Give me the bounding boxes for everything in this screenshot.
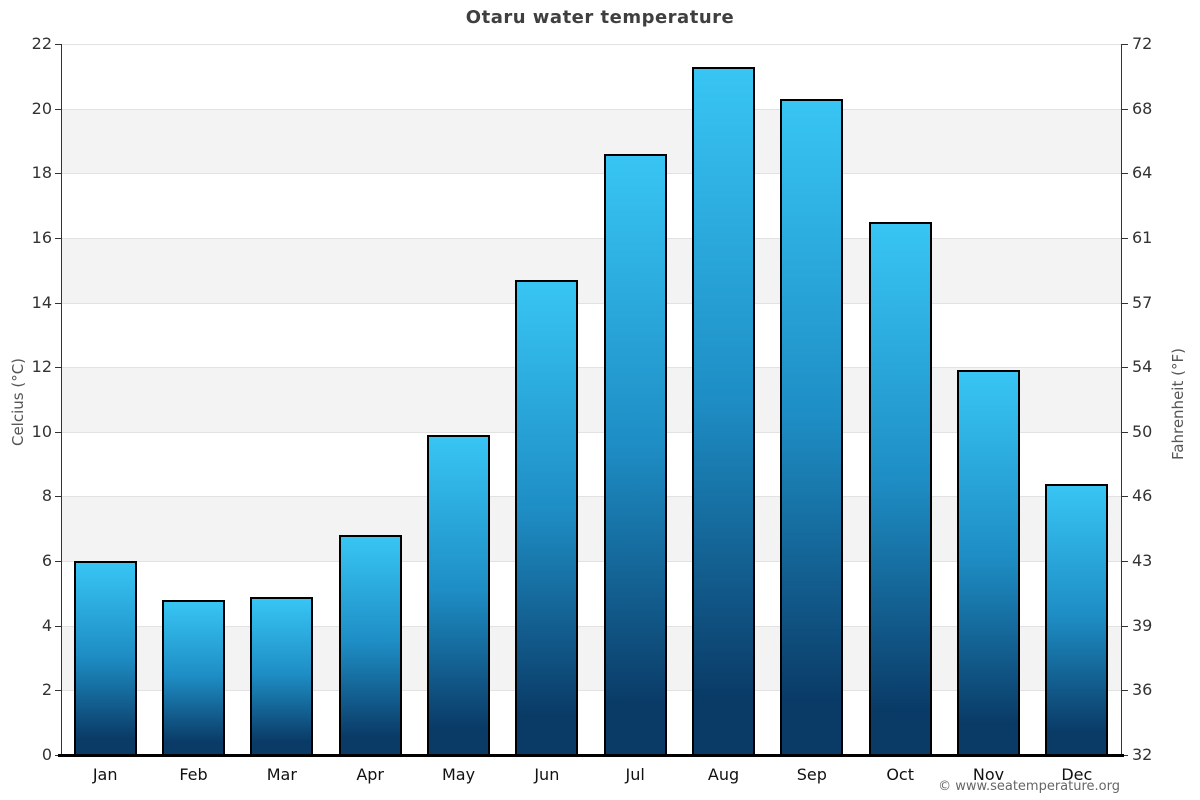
gridline [61, 302, 1121, 304]
gridline [61, 625, 1121, 627]
x-axis-label-jan: Jan [92, 765, 118, 784]
gridline [61, 690, 1121, 692]
x-axis-label-mar: Mar [266, 765, 297, 784]
x-axis-label-nov: Nov [972, 765, 1005, 784]
x-axis-label-jul: Jul [625, 765, 645, 784]
bar-jun[interactable] [515, 279, 579, 755]
gridline [61, 108, 1121, 110]
x-axis-label-feb: Feb [179, 765, 208, 784]
left-axis-tick-label: 8 [41, 486, 52, 506]
right-axis-tick [1122, 561, 1128, 563]
x-axis-label-apr: Apr [356, 765, 384, 784]
chart-title: Otaru water temperature [465, 7, 735, 28]
gridline [61, 496, 1121, 498]
bar-may[interactable] [427, 435, 490, 755]
plot-band [61, 625, 1121, 691]
gridline [61, 431, 1121, 433]
right-axis-tick-label: 61 [1132, 227, 1153, 247]
right-axis-tick-label: 32 [1132, 745, 1153, 764]
right-axis-tick [1122, 690, 1128, 692]
right-axis-tick-label: 57 [1132, 292, 1153, 312]
bar-sep[interactable] [780, 98, 844, 755]
plot-band [61, 108, 1121, 174]
right-axis-tick [1122, 108, 1128, 110]
bar-mar[interactable] [250, 596, 314, 755]
left-axis-tick [55, 431, 61, 433]
x-axis-label-sep: Sep [796, 765, 827, 784]
bar-aug[interactable] [692, 66, 755, 755]
left-axis-tick [55, 367, 61, 369]
bar-jan[interactable] [73, 561, 137, 755]
gridline [61, 367, 1121, 369]
x-axis-label-dec: Dec [1061, 765, 1093, 784]
plot-band [61, 496, 1121, 562]
right-axis-tick-label: 64 [1132, 163, 1153, 183]
left-axis-tick [55, 44, 61, 45]
right-axis-tick [1122, 367, 1128, 369]
right-axis-tick [1122, 237, 1128, 239]
x-axis-label-aug: Aug [707, 765, 740, 784]
left-axis-tick-label: 14 [31, 292, 52, 312]
x-axis-label-jun: Jun [534, 765, 560, 784]
left-axis-tick [55, 496, 61, 498]
gridline [61, 237, 1121, 239]
plot-band [61, 237, 1121, 303]
left-axis-tick-label: 16 [31, 227, 52, 247]
left-axis-title: Celcius (°C) [9, 357, 27, 447]
bar-jul[interactable] [603, 153, 667, 755]
left-axis-tick-label: 12 [31, 357, 52, 377]
gridline [61, 44, 1121, 45]
right-axis-tick-label: 54 [1132, 357, 1153, 377]
right-axis-tick [1122, 625, 1128, 627]
right-axis-tick [1122, 755, 1128, 756]
bar-apr[interactable] [338, 535, 402, 755]
right-axis-tick [1122, 496, 1128, 498]
bar-feb[interactable] [162, 599, 225, 755]
plot-area: 0 32 2 36 4 39 6 43 8 46 10 50 12 54 14 57 16 61 18 64 20 68 2… [32, 36, 1153, 785]
right-axis-tick-label: 36 [1132, 680, 1153, 700]
left-axis-tick-label: 22 [31, 34, 52, 53]
right-axis-tick-label: 46 [1132, 486, 1153, 506]
left-axis-tick [55, 625, 61, 627]
left-axis-tick-label: 2 [41, 680, 52, 700]
right-axis-tick-label: 68 [1132, 98, 1153, 118]
left-axis-tick-label: 6 [41, 551, 52, 571]
left-axis-tick [55, 173, 61, 175]
left-axis-tick [55, 561, 61, 563]
right-axis-line [1121, 44, 1122, 755]
left-axis-tick-label: 18 [31, 163, 52, 183]
right-axis-title: Fahrenheit (°F) [1169, 348, 1187, 460]
gridline [61, 561, 1121, 563]
gridline [61, 173, 1121, 175]
left-axis-tick-label: 10 [31, 421, 52, 441]
plot-band [61, 367, 1121, 432]
x-axis-label-may: May [441, 765, 476, 784]
copyright-link[interactable]: © www.seatemperature.org [938, 779, 1120, 794]
left-axis-tick [55, 302, 61, 304]
left-axis-line [61, 44, 62, 755]
bar-nov[interactable] [957, 370, 1020, 755]
right-axis-tick [1122, 431, 1128, 433]
left-axis-tick [55, 690, 61, 692]
x-axis-baseline [58, 754, 1124, 757]
right-axis-tick-label: 39 [1132, 615, 1153, 635]
left-axis-tick [55, 108, 61, 110]
left-axis-tick-label: 20 [31, 98, 52, 118]
right-axis-tick [1122, 302, 1128, 304]
right-axis-tick [1122, 173, 1128, 175]
right-axis-tick-label: 50 [1132, 421, 1153, 441]
bar-oct[interactable] [868, 221, 932, 755]
bar-dec[interactable] [1045, 483, 1109, 755]
right-axis-tick-label: 72 [1132, 34, 1153, 53]
left-axis-tick [55, 237, 61, 239]
left-axis-tick-label: 4 [41, 615, 52, 635]
right-axis-tick-label: 43 [1132, 551, 1153, 571]
x-axis-label-oct: Oct [886, 765, 914, 784]
right-axis-tick [1122, 44, 1128, 45]
left-axis-tick-label: 0 [41, 745, 52, 764]
